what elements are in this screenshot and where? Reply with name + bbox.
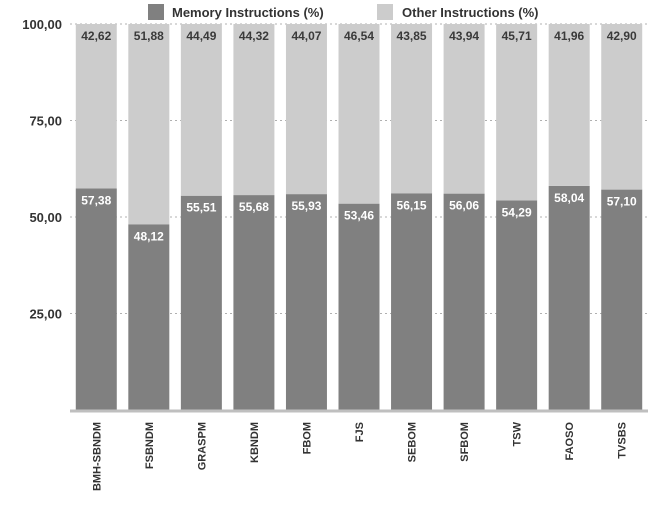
bar-other [548, 24, 590, 186]
y-tick-label: 100,00 [22, 17, 62, 32]
bars [75, 24, 643, 410]
data-label-other: 42,90 [607, 29, 637, 43]
data-label-memory: 55,51 [186, 201, 216, 215]
data-label-other: 46,54 [344, 29, 374, 43]
data-label-other: 41,96 [554, 29, 584, 43]
data-label-other: 44,32 [239, 29, 269, 43]
bar-memory [443, 193, 485, 410]
bar-other [285, 24, 327, 195]
data-label-memory: 53,46 [344, 209, 374, 223]
bar-memory [496, 200, 538, 410]
x-category-label: SFBOM [459, 422, 471, 462]
data-label-memory: 55,93 [291, 199, 321, 213]
legend-swatch-other [377, 4, 393, 20]
data-label-other: 44,49 [186, 29, 216, 43]
bar-other [496, 24, 538, 201]
bar-memory [548, 185, 590, 410]
bar-memory [75, 188, 117, 410]
data-label-memory: 55,68 [239, 200, 269, 214]
x-category-label: GRASPM [196, 422, 208, 470]
bar-other [443, 24, 485, 194]
bar-memory [128, 224, 170, 410]
data-label-other: 45,71 [502, 29, 532, 43]
y-tick-label: 75,00 [29, 114, 62, 129]
legend-swatch-memory [148, 4, 164, 20]
bar-memory [391, 193, 433, 410]
bar-memory [233, 195, 275, 410]
legend-label-other: Other Instructions (%) [402, 5, 539, 20]
bar-other [180, 24, 222, 196]
y-axis: 25,00 50,00 75,00 100,00 [22, 17, 62, 322]
x-category-label: FBOM [301, 422, 313, 454]
data-label-memory: 57,10 [607, 195, 637, 209]
data-label-memory: 58,04 [554, 191, 584, 205]
bar-memory [601, 189, 643, 410]
x-category-label: FAOSO [564, 422, 576, 461]
legend-label-memory: Memory Instructions (%) [172, 5, 324, 20]
data-label-memory: 56,06 [449, 199, 479, 213]
bar-memory [180, 195, 222, 410]
bar-other [75, 24, 117, 189]
x-category-label: FJS [354, 422, 366, 442]
chart-legend: Memory Instructions (%) Other Instructio… [148, 4, 539, 20]
data-labels: 57,38 42,62 48,12 51,88 55,51 44,49 55,68 44,32… [81, 29, 637, 243]
x-category-label: TVSBS [617, 422, 629, 459]
bar-other [233, 24, 275, 196]
y-tick-label: 25,00 [29, 307, 62, 322]
bar-other [128, 24, 170, 225]
x-category-label: FSBNDM [144, 422, 156, 469]
x-category-label: SEBOM [407, 422, 419, 462]
data-label-other: 42,62 [81, 29, 111, 43]
bar-other [338, 24, 380, 204]
bar-other [601, 24, 643, 190]
x-category-label: BMH-SBNDM [91, 422, 103, 491]
data-label-other: 43,85 [397, 29, 427, 43]
bar-memory [285, 194, 327, 410]
x-axis: BMH-SBNDM FSBNDM GRASPM KBNDM FBOM FJS SEBOM SF… [70, 409, 648, 491]
data-label-other: 51,88 [134, 29, 164, 43]
x-category-label: TSW [512, 421, 524, 446]
data-label-memory: 48,12 [134, 229, 164, 243]
data-label-other: 44,07 [291, 29, 321, 43]
data-label-memory: 57,38 [81, 194, 111, 208]
x-category-label: KBNDM [249, 422, 261, 463]
data-label-memory: 54,29 [502, 205, 532, 219]
y-tick-label: 50,00 [29, 210, 62, 225]
data-label-memory: 56,15 [397, 198, 427, 212]
data-label-other: 43,94 [449, 29, 479, 43]
bar-other [391, 24, 433, 194]
bar-memory [338, 203, 380, 410]
